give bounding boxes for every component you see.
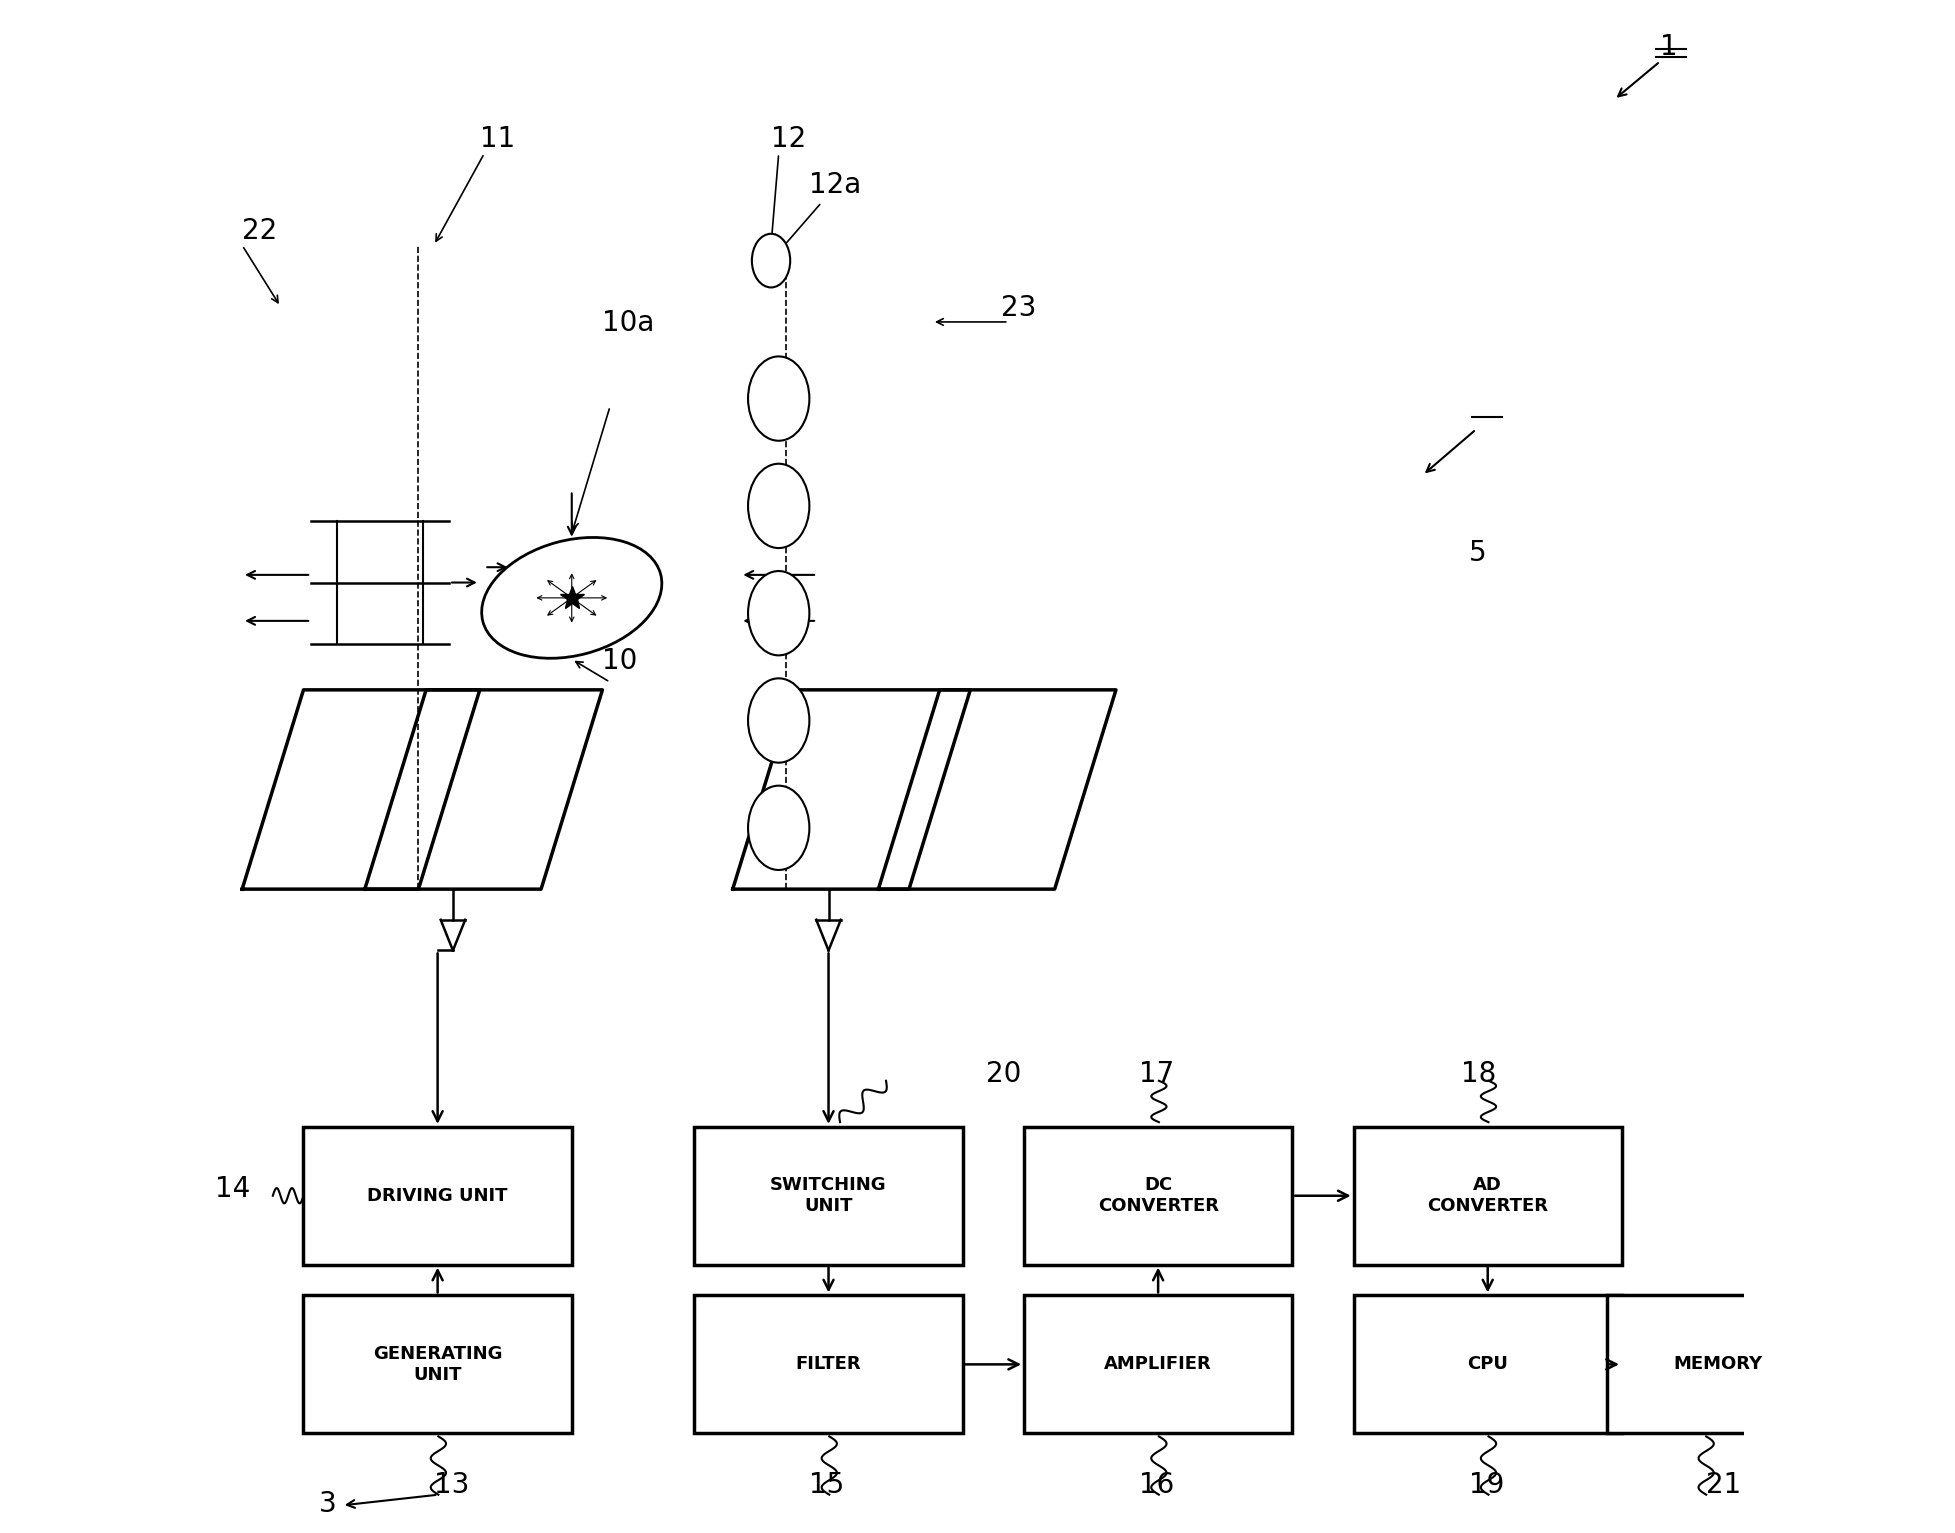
- Ellipse shape: [747, 678, 809, 763]
- FancyBboxPatch shape: [303, 1127, 571, 1265]
- Text: 15: 15: [809, 1472, 845, 1499]
- Text: FILTER: FILTER: [796, 1355, 860, 1374]
- Ellipse shape: [747, 463, 809, 547]
- Text: 16: 16: [1138, 1472, 1173, 1499]
- Text: AMPLIFIER: AMPLIFIER: [1105, 1355, 1212, 1374]
- FancyBboxPatch shape: [1024, 1127, 1292, 1265]
- Text: 11: 11: [479, 126, 514, 153]
- Ellipse shape: [747, 356, 809, 442]
- FancyBboxPatch shape: [1024, 1295, 1292, 1433]
- FancyBboxPatch shape: [303, 1295, 571, 1433]
- Text: SWITCHING
UNIT: SWITCHING UNIT: [770, 1176, 886, 1216]
- Text: GENERATING
UNIT: GENERATING UNIT: [373, 1344, 502, 1384]
- Ellipse shape: [751, 235, 790, 288]
- Text: DRIVING UNIT: DRIVING UNIT: [368, 1187, 508, 1205]
- Ellipse shape: [747, 785, 809, 871]
- Text: MEMORY: MEMORY: [1672, 1355, 1761, 1374]
- Text: 10: 10: [602, 647, 637, 675]
- Text: 14: 14: [215, 1176, 250, 1203]
- Text: 18: 18: [1460, 1061, 1496, 1088]
- Ellipse shape: [481, 538, 661, 658]
- FancyBboxPatch shape: [1353, 1127, 1621, 1265]
- Text: 22: 22: [242, 218, 278, 245]
- Text: 12a: 12a: [809, 172, 862, 199]
- Text: 3: 3: [319, 1490, 336, 1518]
- FancyBboxPatch shape: [694, 1295, 962, 1433]
- Text: AD
CONVERTER: AD CONVERTER: [1427, 1176, 1548, 1216]
- Text: CPU: CPU: [1466, 1355, 1507, 1374]
- Text: 17: 17: [1138, 1061, 1173, 1088]
- Text: 5: 5: [1468, 540, 1486, 567]
- Text: 20: 20: [985, 1061, 1021, 1088]
- Text: 19: 19: [1468, 1472, 1503, 1499]
- FancyBboxPatch shape: [1353, 1295, 1621, 1433]
- FancyBboxPatch shape: [1605, 1295, 1828, 1433]
- Ellipse shape: [747, 572, 809, 656]
- Text: 10a: 10a: [602, 310, 655, 337]
- Text: 23: 23: [1001, 294, 1036, 322]
- FancyBboxPatch shape: [694, 1127, 962, 1265]
- Text: 21: 21: [1705, 1472, 1740, 1499]
- Text: 13: 13: [434, 1472, 469, 1499]
- Text: 1: 1: [1660, 34, 1677, 61]
- Text: DC
CONVERTER: DC CONVERTER: [1097, 1176, 1218, 1216]
- Text: 12: 12: [770, 126, 805, 153]
